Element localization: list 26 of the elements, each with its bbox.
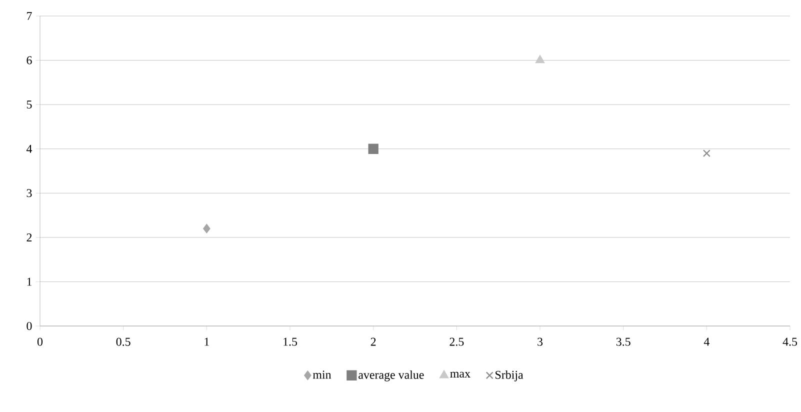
y-tick-label: 7 xyxy=(27,12,32,20)
point xyxy=(203,224,210,234)
point xyxy=(536,55,544,64)
x-tick-label: 1 xyxy=(204,338,209,346)
y-tick-label: 1 xyxy=(27,278,32,286)
legend-label: Srbija xyxy=(496,370,524,382)
legend-label: max xyxy=(450,372,470,378)
legend-label: min xyxy=(312,370,332,379)
y-tick-label: 0 xyxy=(26,322,32,330)
y-tick-label: 5 xyxy=(26,100,32,109)
y-tick-label: 6 xyxy=(26,56,32,64)
x-tick-label: 2.5 xyxy=(450,338,464,346)
x-tick-label: 4 xyxy=(704,338,710,346)
y-tick-label: 4 xyxy=(26,144,32,153)
point xyxy=(702,150,710,158)
x-tick-label: 2 xyxy=(370,338,376,346)
y-tick-label: 3 xyxy=(26,189,32,198)
legend-label: average value xyxy=(358,370,424,382)
x-tick-label: 0.5 xyxy=(116,338,130,346)
x-tick-label: 4.5 xyxy=(782,338,798,346)
x-tick-label: 1.5 xyxy=(284,338,298,346)
point xyxy=(368,144,378,154)
y-tick-label: 2 xyxy=(26,233,32,242)
x-tick-label: 3 xyxy=(538,338,543,346)
x-tick-label: 0 xyxy=(37,338,43,346)
x-tick-label: 3.5 xyxy=(616,338,630,346)
